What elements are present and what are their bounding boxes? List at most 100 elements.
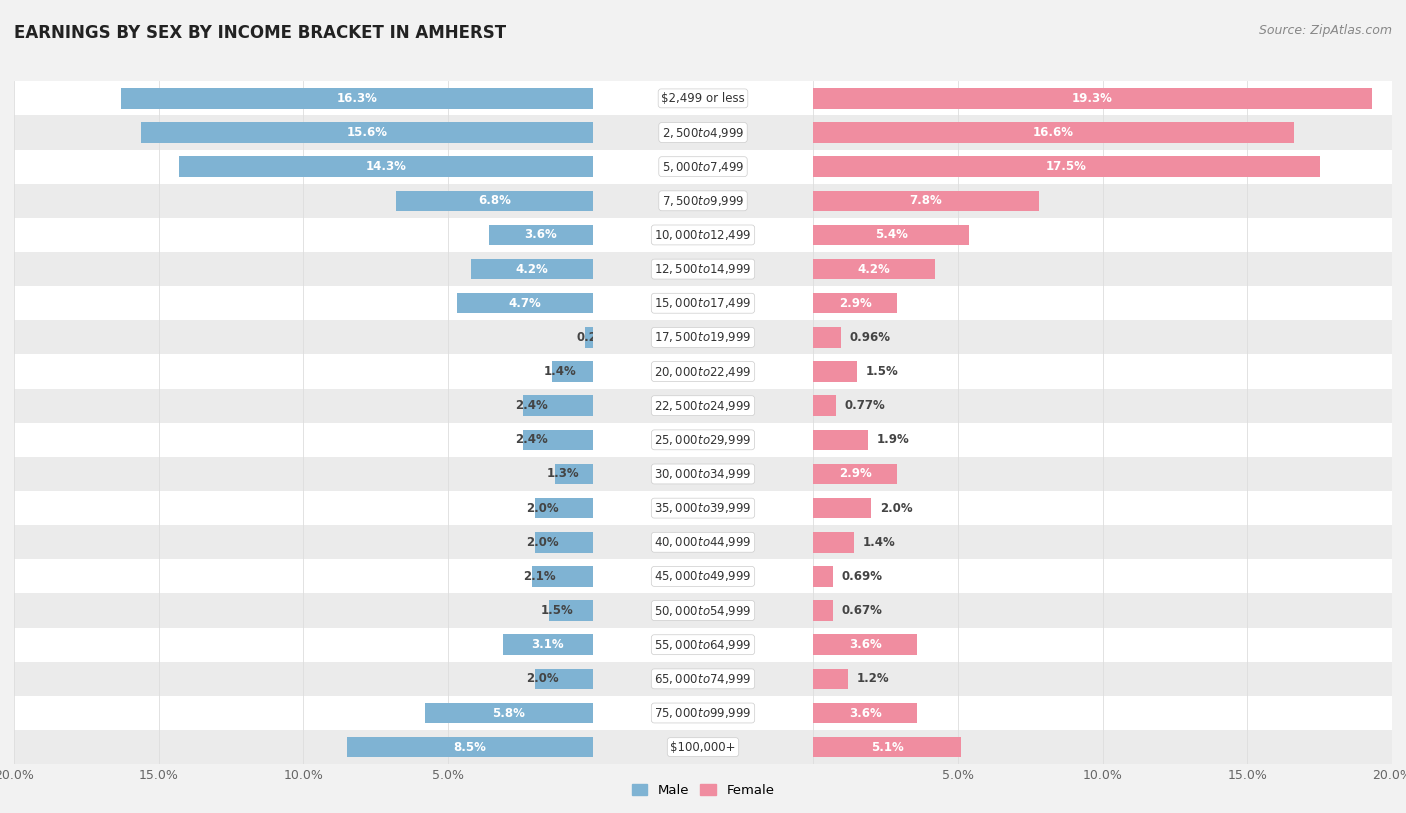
Text: Source: ZipAtlas.com: Source: ZipAtlas.com (1258, 24, 1392, 37)
Bar (813, 286, 1392, 320)
Bar (523, 395, 593, 416)
Bar (813, 218, 1392, 252)
Bar (396, 190, 593, 211)
Text: 2.0%: 2.0% (880, 502, 912, 515)
Bar (813, 532, 853, 553)
Text: 19.3%: 19.3% (1071, 92, 1114, 105)
Bar (593, 696, 813, 730)
Bar (813, 668, 848, 689)
Bar (813, 566, 834, 587)
Text: 5.8%: 5.8% (492, 706, 526, 720)
Bar (813, 184, 1392, 218)
Bar (813, 354, 1392, 389)
Bar (593, 559, 813, 593)
Text: 1.4%: 1.4% (862, 536, 896, 549)
Bar (813, 252, 1392, 286)
Bar (813, 498, 872, 519)
Text: $55,000 to $64,999: $55,000 to $64,999 (654, 637, 752, 652)
Bar (593, 115, 813, 150)
Text: $20,000 to $22,499: $20,000 to $22,499 (654, 364, 752, 379)
Text: 4.2%: 4.2% (516, 263, 548, 276)
Bar (813, 457, 1392, 491)
Text: $25,000 to $29,999: $25,000 to $29,999 (654, 433, 752, 447)
Text: 3.6%: 3.6% (849, 638, 882, 651)
Text: 4.7%: 4.7% (509, 297, 541, 310)
Text: $22,500 to $24,999: $22,500 to $24,999 (654, 398, 752, 413)
Text: 7.8%: 7.8% (910, 194, 942, 207)
Text: $17,500 to $19,999: $17,500 to $19,999 (654, 330, 752, 345)
Bar (179, 156, 593, 177)
Bar (14, 218, 593, 252)
Bar (593, 218, 813, 252)
Bar (813, 293, 897, 314)
Bar (593, 593, 813, 628)
Text: $2,500 to $4,999: $2,500 to $4,999 (662, 125, 744, 140)
Text: $40,000 to $44,999: $40,000 to $44,999 (654, 535, 752, 550)
Bar (534, 668, 593, 689)
Text: 2.9%: 2.9% (839, 297, 872, 310)
Text: $45,000 to $49,999: $45,000 to $49,999 (654, 569, 752, 584)
Text: 1.5%: 1.5% (541, 604, 574, 617)
Text: $2,499 or less: $2,499 or less (661, 92, 745, 105)
Bar (813, 259, 935, 280)
Text: 2.4%: 2.4% (515, 433, 547, 446)
Legend: Male, Female: Male, Female (626, 779, 780, 802)
Bar (14, 628, 593, 662)
Bar (471, 259, 593, 280)
Bar (14, 286, 593, 320)
Text: $5,000 to $7,499: $5,000 to $7,499 (662, 159, 744, 174)
Text: 1.3%: 1.3% (547, 467, 579, 480)
Text: 3.1%: 3.1% (531, 638, 564, 651)
Bar (534, 532, 593, 553)
Bar (593, 525, 813, 559)
Bar (813, 737, 960, 758)
Bar (813, 190, 1039, 211)
Bar (531, 566, 593, 587)
Bar (550, 600, 593, 621)
Text: $12,500 to $14,999: $12,500 to $14,999 (654, 262, 752, 276)
Bar (553, 361, 593, 382)
Text: $35,000 to $39,999: $35,000 to $39,999 (654, 501, 752, 515)
Text: 5.1%: 5.1% (870, 741, 904, 754)
Bar (813, 730, 1392, 764)
Bar (813, 628, 1392, 662)
Bar (14, 730, 593, 764)
Text: 14.3%: 14.3% (366, 160, 406, 173)
Bar (813, 156, 1320, 177)
Text: 17.5%: 17.5% (1046, 160, 1087, 173)
Bar (593, 184, 813, 218)
Bar (534, 498, 593, 519)
Bar (593, 628, 813, 662)
Text: $7,500 to $9,999: $7,500 to $9,999 (662, 193, 744, 208)
Text: $10,000 to $12,499: $10,000 to $12,499 (654, 228, 752, 242)
Bar (14, 320, 593, 354)
Bar (813, 463, 897, 485)
Bar (813, 423, 1392, 457)
Text: $100,000+: $100,000+ (671, 741, 735, 754)
Bar (14, 354, 593, 389)
Bar (14, 696, 593, 730)
Bar (14, 559, 593, 593)
Bar (523, 429, 593, 450)
Bar (593, 354, 813, 389)
Bar (585, 327, 593, 348)
Text: 6.8%: 6.8% (478, 194, 510, 207)
Bar (489, 224, 593, 246)
Text: 1.5%: 1.5% (865, 365, 898, 378)
Bar (813, 696, 1392, 730)
Text: $30,000 to $34,999: $30,000 to $34,999 (654, 467, 752, 481)
Bar (813, 327, 841, 348)
Bar (813, 600, 832, 621)
Bar (813, 389, 1392, 423)
Bar (14, 252, 593, 286)
Bar (593, 252, 813, 286)
Text: 0.96%: 0.96% (849, 331, 890, 344)
Bar (813, 491, 1392, 525)
Bar (503, 634, 593, 655)
Text: $50,000 to $54,999: $50,000 to $54,999 (654, 603, 752, 618)
Bar (14, 491, 593, 525)
Bar (593, 81, 813, 115)
Text: 0.26%: 0.26% (576, 331, 617, 344)
Bar (593, 491, 813, 525)
Bar (813, 559, 1392, 593)
